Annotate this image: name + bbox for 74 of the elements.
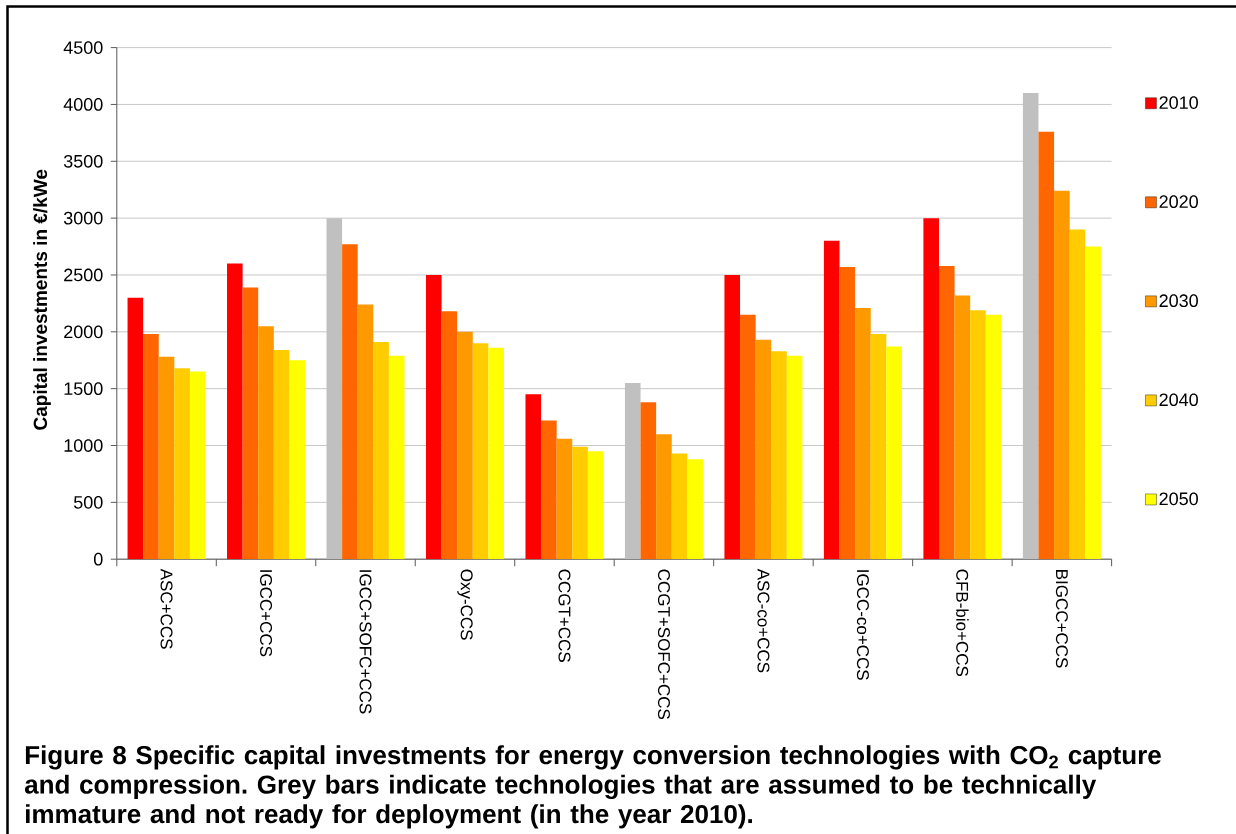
bar bbox=[823, 240, 840, 560]
y-tick-label: 0 bbox=[93, 552, 103, 566]
bar bbox=[724, 274, 741, 560]
y-tick-label: 500 bbox=[73, 495, 103, 509]
x-tick-label: BIGCC+CCS bbox=[1055, 570, 1068, 668]
bar bbox=[143, 334, 159, 560]
x-tick-label: CFB-bio+CCS bbox=[956, 569, 969, 677]
x-tick-label: CCGT+SOFC+CCS bbox=[657, 569, 670, 720]
bar bbox=[457, 331, 473, 560]
y-tick-label: 1000 bbox=[64, 439, 103, 452]
bar bbox=[174, 368, 190, 560]
x-tick-label: ASC+CCS bbox=[160, 568, 173, 649]
bar bbox=[388, 355, 405, 560]
bar bbox=[342, 244, 358, 560]
bar bbox=[127, 297, 144, 560]
bar bbox=[541, 420, 557, 560]
bar bbox=[158, 356, 175, 560]
legend-label: 2030 bbox=[1159, 294, 1198, 308]
bar bbox=[671, 453, 688, 560]
y-tick-label: 4000 bbox=[63, 98, 103, 111]
bar bbox=[970, 310, 986, 560]
bar bbox=[1054, 190, 1070, 560]
legend-label: 2020 bbox=[1159, 195, 1198, 209]
legend-label: 2010 bbox=[1159, 96, 1198, 109]
x-tick-label: CCGT+CCS bbox=[558, 569, 571, 662]
y-tick-label: 1500 bbox=[64, 382, 103, 396]
bar bbox=[740, 314, 756, 560]
bar bbox=[771, 351, 787, 560]
bar bbox=[441, 311, 458, 560]
x-tick-label: IGCC+SOFC+CCS bbox=[359, 570, 372, 714]
bar bbox=[227, 263, 243, 560]
x-tick-label: Oxy-CCS bbox=[457, 569, 473, 640]
bar bbox=[954, 295, 971, 560]
bar bbox=[373, 342, 389, 560]
bar bbox=[242, 287, 259, 560]
bar bbox=[425, 274, 442, 560]
bar bbox=[786, 355, 803, 560]
bar bbox=[488, 347, 504, 560]
y-tick-label: 2500 bbox=[64, 268, 103, 282]
bar bbox=[656, 434, 672, 560]
y-tick-label: 3000 bbox=[63, 211, 103, 225]
bar bbox=[556, 438, 573, 560]
bar bbox=[985, 314, 1002, 560]
bar bbox=[923, 218, 939, 560]
bar bbox=[1085, 246, 1101, 560]
bar bbox=[289, 360, 306, 560]
bar bbox=[572, 446, 588, 560]
legend-label: 2050 bbox=[1159, 492, 1198, 506]
legend-label: 2040 bbox=[1159, 393, 1198, 407]
y-tick-label: 2000 bbox=[64, 325, 103, 339]
bar bbox=[273, 350, 290, 560]
x-tick-label: IGCC-co+CCS bbox=[856, 570, 869, 680]
bar bbox=[1038, 131, 1055, 560]
y-tick-label: 4500 bbox=[63, 41, 103, 54]
bar bbox=[1069, 229, 1086, 560]
bar bbox=[839, 267, 856, 560]
x-tick-label: ASC-co+CCS bbox=[757, 568, 770, 673]
bar bbox=[258, 326, 274, 560]
bar bbox=[525, 394, 542, 560]
caption: Figure 8 Specific capital investments for energy conversion technologies with CO$_{2}$ capture and compression. Grey bars indicate technologies that are assumed to be technically immature and not ready for deployment (in the year 2010). bbox=[24, 745, 1161, 829]
bar bbox=[855, 307, 871, 560]
x-tick-label: IGCC+CCS bbox=[260, 570, 273, 657]
bar bbox=[687, 459, 703, 560]
y-axis-title: Capital investments in €/kWe bbox=[33, 169, 51, 430]
bar bbox=[870, 334, 887, 560]
bar bbox=[587, 451, 604, 560]
y-tick-label: 3500 bbox=[63, 154, 103, 168]
bar bbox=[886, 346, 902, 560]
bar bbox=[939, 265, 955, 560]
bar bbox=[755, 339, 772, 560]
bar bbox=[357, 304, 374, 560]
bar bbox=[472, 343, 489, 560]
bar bbox=[640, 402, 657, 560]
bar bbox=[189, 371, 206, 560]
